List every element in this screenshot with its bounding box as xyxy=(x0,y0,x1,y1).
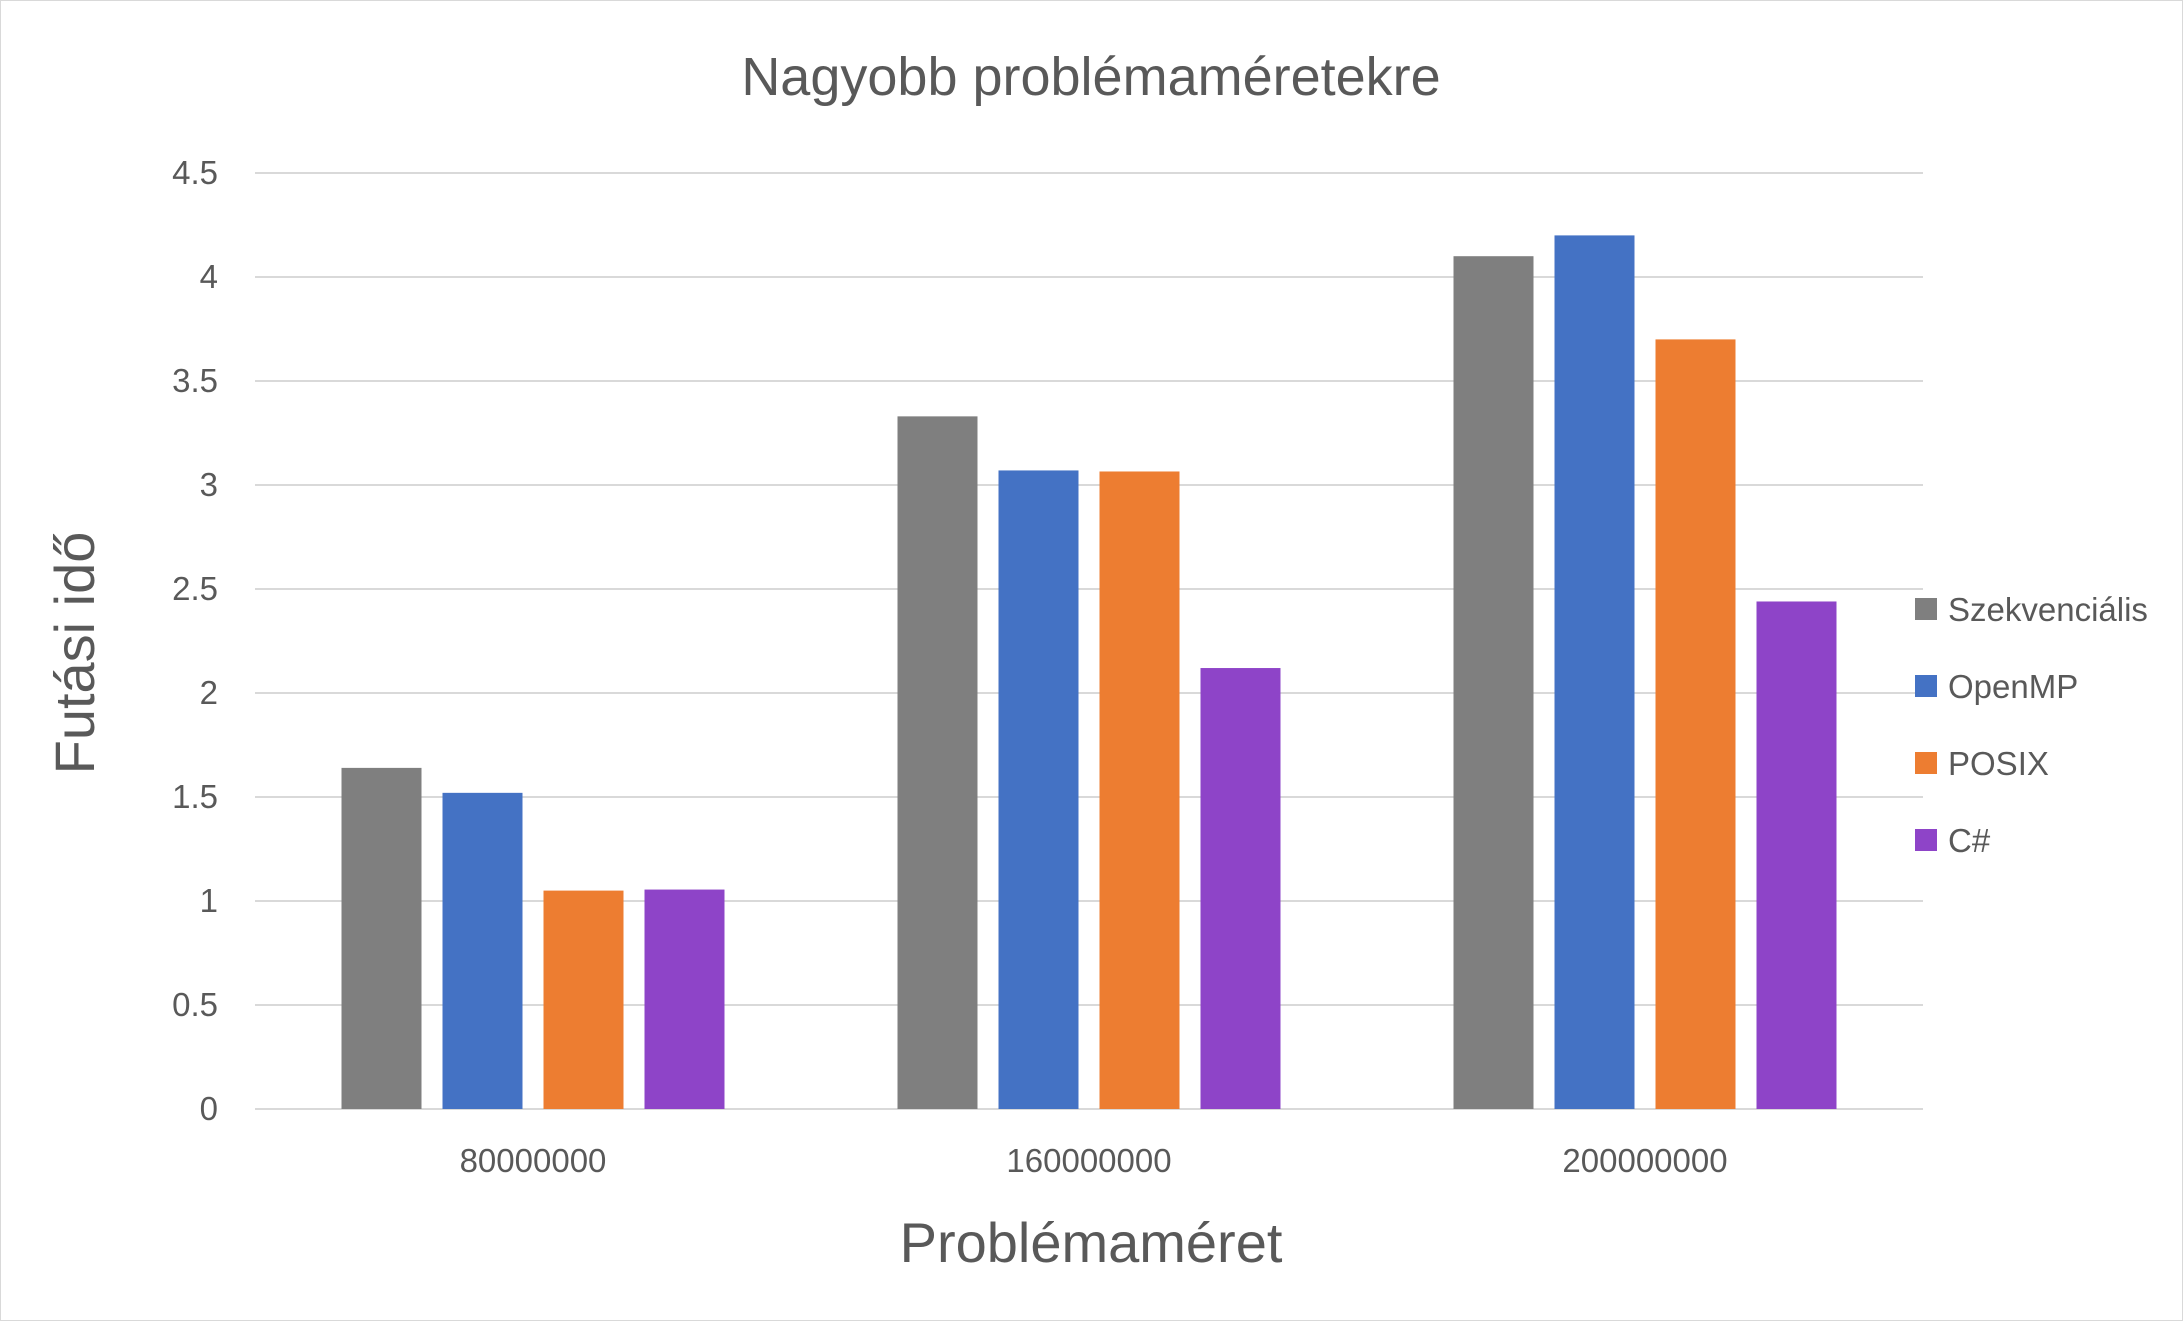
bar-posix-160000000 xyxy=(1099,471,1180,1110)
legend-swatch xyxy=(1915,675,1937,697)
legend-swatch xyxy=(1915,752,1937,774)
y-tick-label: 1.5 xyxy=(172,778,218,815)
chart-title: Nagyobb problémaméretekre xyxy=(741,47,1440,107)
legend-label: C# xyxy=(1948,822,1991,859)
bar-c-160000000 xyxy=(1200,668,1281,1109)
y-axis-ticks: 0 0.5 1 1.5 2 2.5 3 3.5 4 4.5 xyxy=(172,154,218,1127)
x-axis-ticks: 80000000 160000000 200000000 xyxy=(460,1142,1728,1179)
legend-swatch xyxy=(1915,829,1937,851)
bar-openmp-80000000 xyxy=(442,792,523,1109)
y-axis-title: Futási idő xyxy=(43,532,106,775)
bar-openmp-200000000 xyxy=(1554,235,1635,1109)
y-tick-label: 1 xyxy=(200,882,218,919)
y-tick-label: 3 xyxy=(200,466,218,503)
x-tick-label: 200000000 xyxy=(1562,1142,1727,1179)
bars xyxy=(341,235,1837,1110)
x-axis-title: Problémaméret xyxy=(900,1211,1283,1274)
y-tick-label: 0.5 xyxy=(172,986,218,1023)
y-tick-label: 0 xyxy=(200,1090,218,1127)
bar-openmp-160000000 xyxy=(998,470,1079,1109)
bar-posix-200000000 xyxy=(1655,339,1736,1109)
bar-szekvencilis-200000000 xyxy=(1453,256,1534,1109)
y-tick-label: 2.5 xyxy=(172,570,218,607)
bar-szekvencilis-80000000 xyxy=(341,767,422,1109)
legend-label: POSIX xyxy=(1948,745,2049,782)
y-tick-label: 3.5 xyxy=(172,362,218,399)
legend-swatch xyxy=(1915,598,1937,620)
x-tick-label: 160000000 xyxy=(1006,1142,1171,1179)
bar-posix-80000000 xyxy=(543,890,624,1109)
legend-label: Szekvenciális xyxy=(1948,591,2148,628)
y-tick-label: 2 xyxy=(200,674,218,711)
x-tick-label: 80000000 xyxy=(460,1142,607,1179)
bar-c-200000000 xyxy=(1756,601,1837,1109)
legend: Szekvenciális OpenMP POSIX C# xyxy=(1915,591,2148,859)
y-tick-label: 4 xyxy=(200,258,218,295)
legend-label: OpenMP xyxy=(1948,668,2078,705)
bar-c-80000000 xyxy=(644,889,725,1109)
gridlines xyxy=(255,172,1923,1110)
y-tick-label: 4.5 xyxy=(172,154,218,191)
bar-szekvencilis-160000000 xyxy=(897,416,978,1109)
